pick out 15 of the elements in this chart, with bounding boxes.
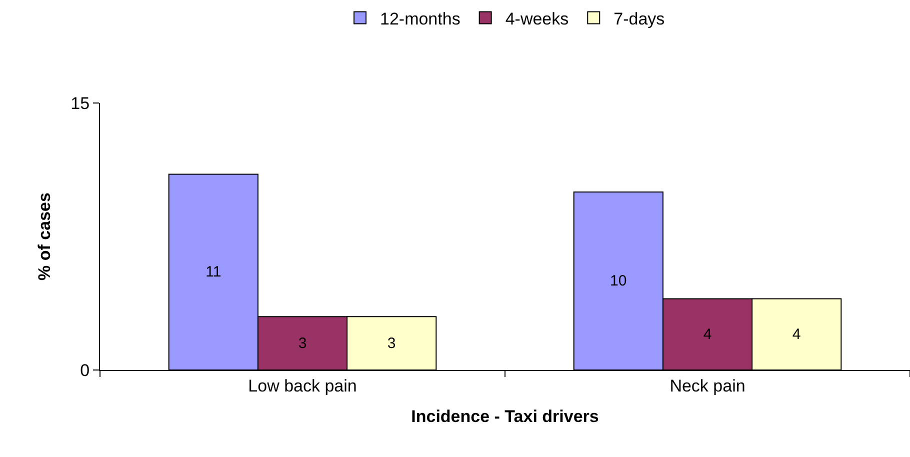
x-tick-label: Low back pain xyxy=(248,376,357,396)
legend-label: 4-weeks xyxy=(505,9,569,28)
data-label: 4 xyxy=(703,326,712,343)
data-label: 3 xyxy=(298,334,307,352)
legend-label: 12-months xyxy=(380,9,460,28)
legend-label: 7-days xyxy=(614,9,665,28)
data-label: 4 xyxy=(792,326,801,343)
data-label: 10 xyxy=(610,272,627,290)
x-axis-title: Incidence - Taxi drivers xyxy=(411,406,599,426)
y-axis-title: % of cases xyxy=(35,192,54,280)
data-label: 11 xyxy=(206,264,222,281)
y-tick-label: 0 xyxy=(80,360,90,380)
x-tick-label: Neck pain xyxy=(670,376,746,396)
y-tick-label: 15 xyxy=(70,94,90,113)
data-label: 3 xyxy=(387,334,396,352)
